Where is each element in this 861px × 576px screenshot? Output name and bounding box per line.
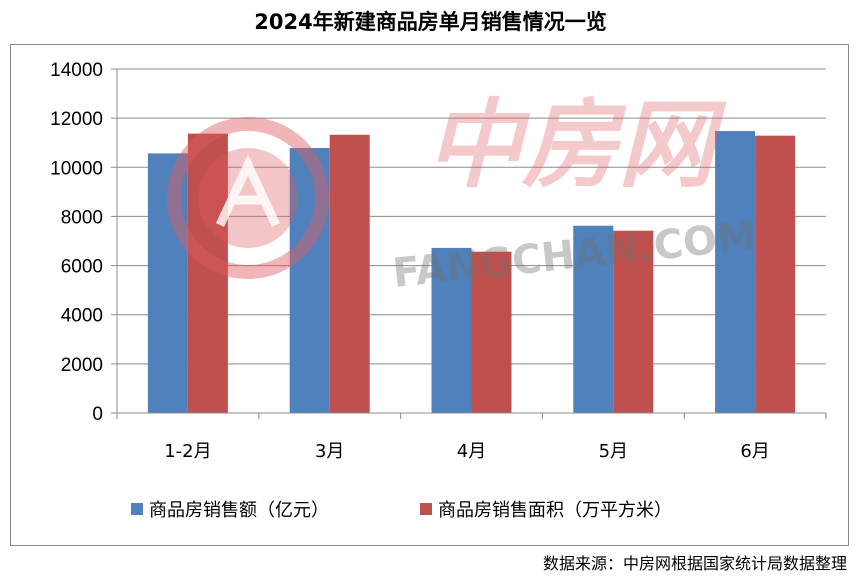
legend-label: 商品房销售面积（万平方米）	[438, 500, 672, 521]
x-tick-label: 3月	[315, 441, 344, 462]
x-tick-label: 6月	[740, 441, 769, 462]
bar-sales-area	[755, 135, 796, 413]
watermark-logo-icon	[167, 117, 329, 279]
watermark: 中房网 FANGCHAN.COM	[167, 88, 759, 297]
bar-sales-area	[187, 133, 228, 413]
y-tick-label: 12000	[50, 109, 103, 130]
axes	[111, 68, 827, 419]
y-tick-label: 2000	[61, 355, 103, 376]
watermark-text-cn: 中房网	[426, 88, 727, 201]
y-tick-label: 4000	[61, 306, 103, 327]
bar-sales-area	[613, 230, 654, 413]
bar-sales-amount	[147, 153, 188, 413]
legend-swatch	[131, 503, 143, 515]
source-note: 数据来源：中房网根据国家统计局数据整理	[542, 554, 847, 573]
bar-sales-amount	[289, 148, 330, 413]
y-tick-label: 8000	[61, 207, 103, 228]
legend: 商品房销售额（亿元） 商品房销售面积（万平方米）	[131, 500, 672, 521]
legend-label: 商品房销售额（亿元）	[149, 500, 329, 521]
y-tick-label: 0	[92, 404, 103, 425]
y-tick-label: 14000	[50, 60, 103, 81]
chart-title: 2024年新建商品房单月销售情况一览	[254, 10, 607, 34]
legend-swatch	[420, 503, 432, 515]
bar-sales-amount	[431, 247, 472, 413]
bar-sales-area	[471, 251, 512, 413]
bars	[147, 131, 796, 413]
bar-sales-area	[329, 134, 370, 413]
x-tick-label: 5月	[599, 441, 628, 462]
axis-labels: 0 2000 4000 6000 8000 10000 12000 14000 1-2月 3月 4月…	[50, 60, 770, 462]
y-tick-label: 10000	[50, 158, 103, 179]
chart-frame	[10, 44, 849, 546]
bar-sales-amount	[573, 225, 614, 413]
x-tick-label: 1-2月	[164, 441, 211, 462]
y-tick-label: 6000	[61, 257, 103, 278]
x-tick-label: 4月	[457, 441, 486, 462]
bar-sales-amount	[715, 131, 756, 413]
